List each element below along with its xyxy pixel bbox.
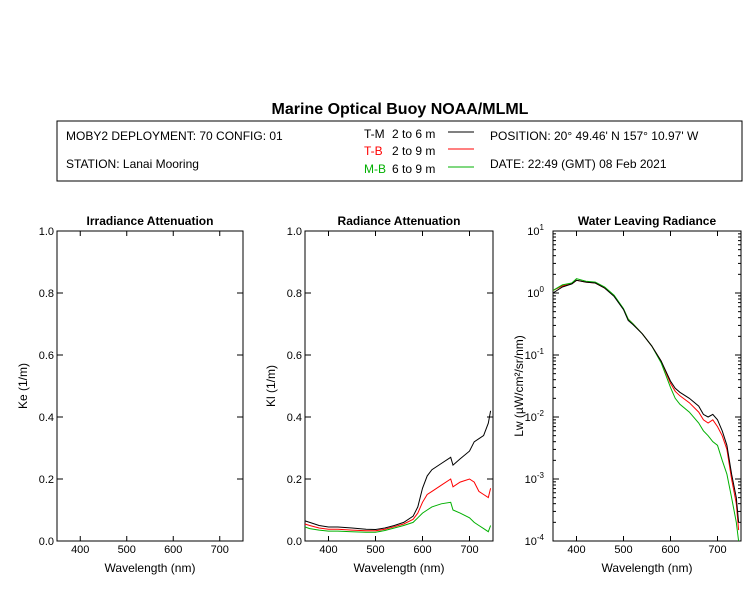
plot-frame bbox=[304, 230, 494, 542]
y-tick-label: 0.0 bbox=[39, 536, 54, 548]
y-tick-label: 10-4 bbox=[525, 533, 545, 548]
legend-code: T-M bbox=[364, 127, 385, 141]
legend-code: T-B bbox=[364, 144, 383, 158]
y-tick-label: 0.2 bbox=[39, 474, 54, 486]
y-tick-label: 0.6 bbox=[287, 350, 302, 362]
y-tick-label: 0.8 bbox=[39, 288, 54, 300]
y-tick-label: 1.0 bbox=[39, 226, 54, 238]
y-tick-label: 1.0 bbox=[287, 226, 302, 238]
x-tick-label: 700 bbox=[211, 544, 229, 556]
chart-title: Irradiance Attenuation bbox=[87, 214, 214, 228]
chart-title: Radiance Attenuation bbox=[338, 214, 461, 228]
x-tick-label: 700 bbox=[708, 544, 726, 556]
x-tick-label: 600 bbox=[413, 544, 431, 556]
x-tick-label: 600 bbox=[661, 544, 679, 556]
legend-range: 6 to 9 m bbox=[392, 162, 435, 176]
x-tick-label: 400 bbox=[567, 544, 585, 556]
y-tick-label: 100 bbox=[527, 285, 544, 300]
y-tick-label: 0.8 bbox=[287, 288, 302, 300]
legend-item-t-m: T-M 2 to 6 m bbox=[364, 127, 474, 141]
x-axis-label: Wavelength (nm) bbox=[354, 561, 445, 575]
series-line-m-b bbox=[552, 278, 740, 542]
plot-frame bbox=[552, 230, 742, 542]
chart-title: Water Leaving Radiance bbox=[578, 214, 717, 228]
y-axis-label: Lw (µW/cm²/sr/nm) bbox=[512, 335, 526, 437]
y-tick-label: 10-1 bbox=[525, 347, 545, 362]
x-tick-label: 500 bbox=[366, 544, 384, 556]
series-line-t-b bbox=[304, 478, 492, 532]
chart-1: Irradiance Attenuation 400 500 600 700 Wavele… bbox=[16, 214, 244, 575]
y-tick-label: 10-2 bbox=[525, 409, 545, 424]
header-box bbox=[56, 120, 743, 182]
legend-code: M-B bbox=[364, 162, 386, 176]
x-tick-label: 400 bbox=[319, 544, 337, 556]
x-tick-label: 600 bbox=[164, 544, 182, 556]
y-tick-label: 0.4 bbox=[287, 412, 302, 424]
date-text: DATE: 22:49 (GMT) 08 Feb 2021 bbox=[490, 157, 667, 171]
x-tick-label: 700 bbox=[460, 544, 478, 556]
y-tick-label: 0.2 bbox=[287, 474, 302, 486]
series-line-t-m bbox=[552, 279, 740, 523]
station-text: STATION: Lanai Mooring bbox=[66, 157, 199, 171]
deployment-text: MOBY2 DEPLOYMENT: 70 CONFIG: 01 bbox=[66, 129, 283, 143]
y-tick-label: 0.6 bbox=[39, 350, 54, 362]
legend-item-t-b: T-B 2 to 9 m bbox=[364, 144, 474, 158]
x-tick-label: 500 bbox=[118, 544, 136, 556]
position-text: POSITION: 20° 49.46' N 157° 10.97' W bbox=[490, 129, 699, 143]
y-tick-label: 101 bbox=[527, 223, 544, 238]
x-tick-label: 500 bbox=[614, 544, 632, 556]
chart-2: Radiance Attenuation 400 500 600 700 Waveleng… bbox=[264, 214, 494, 575]
x-axis-label: Wavelength (nm) bbox=[602, 561, 693, 575]
series-line-t-m bbox=[304, 410, 492, 531]
series-line-m-b bbox=[304, 501, 492, 533]
x-tick-label: 400 bbox=[71, 544, 89, 556]
legend: T-M 2 to 6 m T-B 2 to 9 m M-B 6 to 9 m bbox=[364, 127, 474, 176]
y-tick-label: 10-3 bbox=[525, 471, 545, 486]
plot-frame bbox=[56, 230, 244, 542]
legend-range: 2 to 6 m bbox=[392, 127, 435, 141]
legend-range: 2 to 9 m bbox=[392, 144, 435, 158]
y-tick-label: 0.0 bbox=[287, 536, 302, 548]
y-axis-label: Ke (1/m) bbox=[16, 363, 30, 409]
legend-item-m-b: M-B 6 to 9 m bbox=[364, 162, 474, 176]
figure-title: Marine Optical Buoy NOAA/MLML bbox=[272, 101, 529, 118]
y-tick-label: 0.4 bbox=[39, 412, 54, 424]
series-line-t-b bbox=[552, 279, 740, 531]
x-axis-label: Wavelength (nm) bbox=[105, 561, 196, 575]
chart-3: Water Leaving Radiance 400 500 600 700 Wavele… bbox=[512, 214, 742, 575]
y-axis-label: Kl (1/m) bbox=[264, 365, 278, 407]
